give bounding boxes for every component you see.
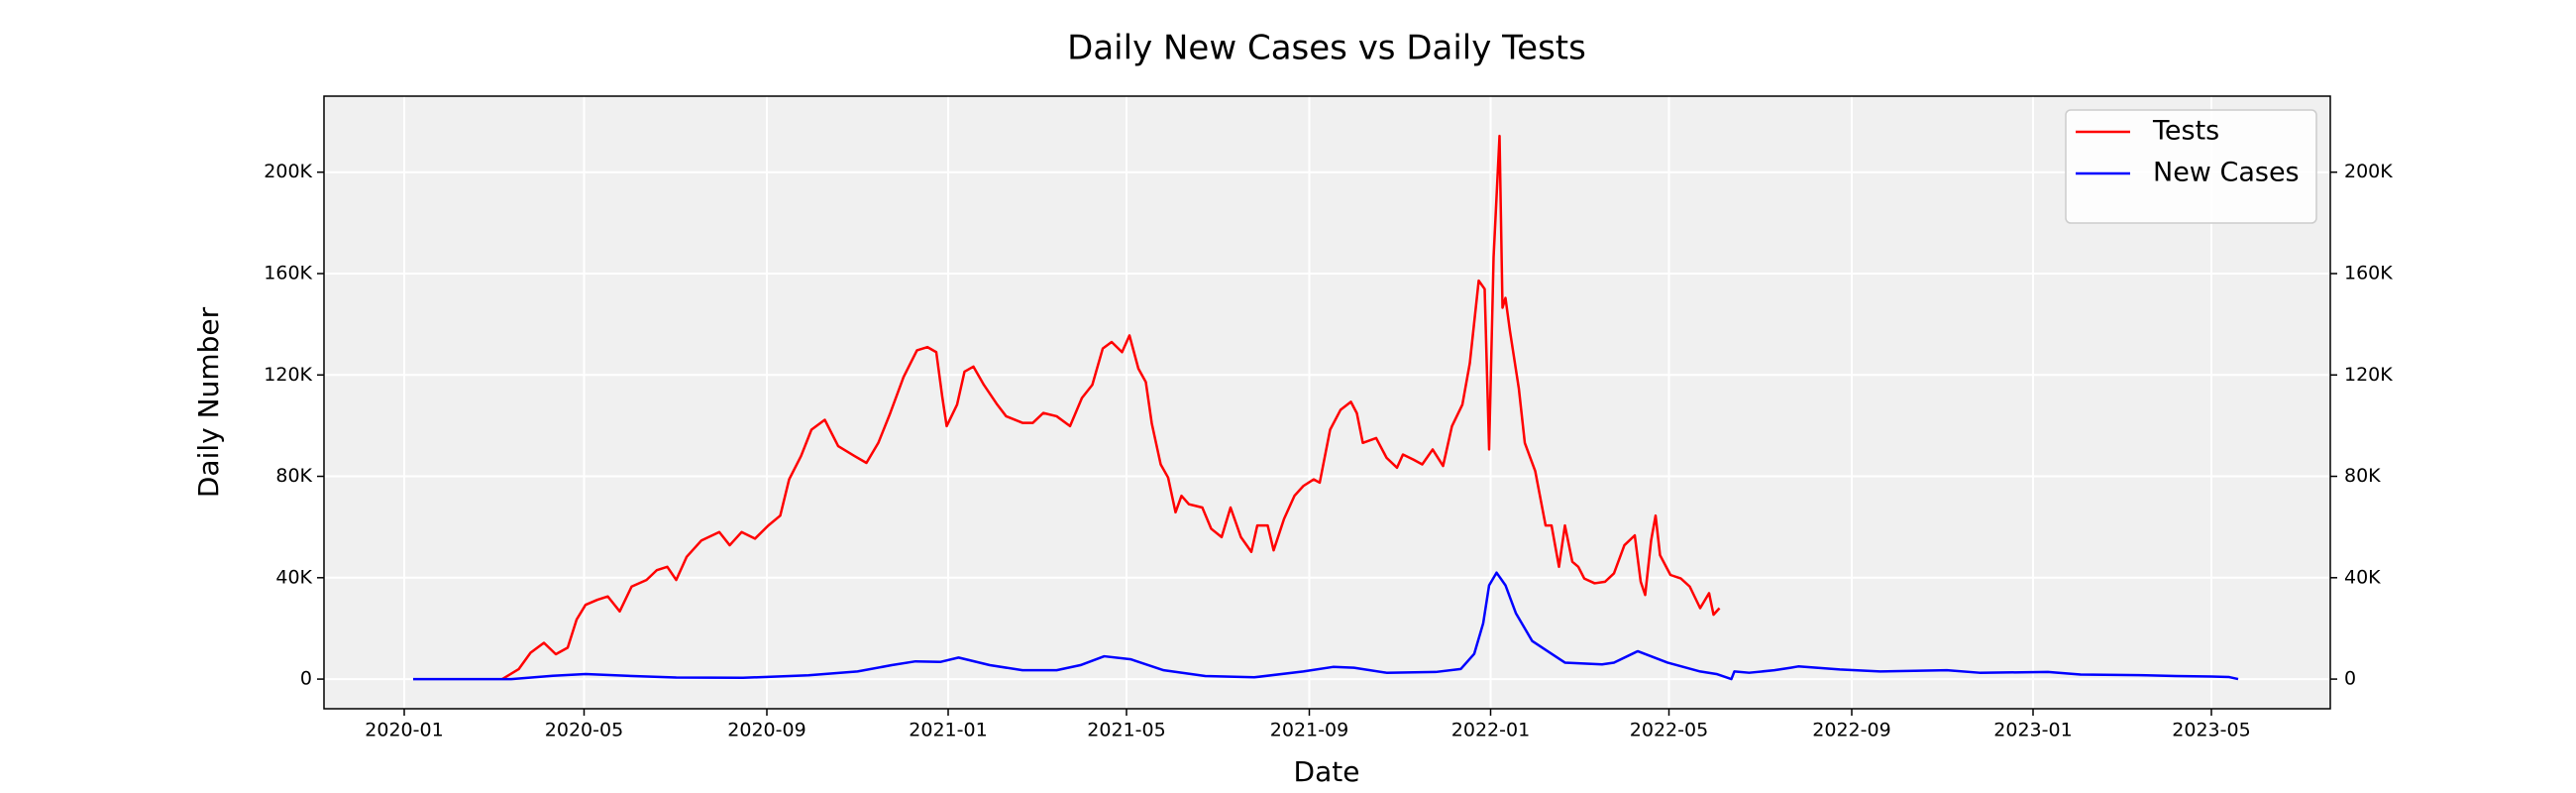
x-tick-label: 2022-01 bbox=[1451, 720, 1530, 741]
y-tick-label: 160K bbox=[264, 262, 312, 283]
y-axis-label: Daily Number bbox=[192, 306, 225, 498]
x-tick-label: 2021-01 bbox=[909, 720, 987, 741]
legend-box bbox=[2065, 109, 2317, 224]
y2-tick-label: 200K bbox=[2344, 161, 2393, 182]
y-tick-label: 200K bbox=[264, 161, 312, 182]
y2-tick-label: 40K bbox=[2344, 566, 2381, 588]
y2-tick-label: 120K bbox=[2344, 364, 2393, 386]
x-tick-label: 2023-05 bbox=[2172, 720, 2250, 741]
y-tick-label: 80K bbox=[275, 465, 312, 487]
y2-tick-label: 80K bbox=[2344, 465, 2381, 487]
y-tick-label: 0 bbox=[300, 668, 312, 690]
x-tick-label: 2023-01 bbox=[1993, 720, 2072, 741]
y2-tick-label: 0 bbox=[2344, 668, 2356, 690]
x-tick-label: 2022-09 bbox=[1812, 720, 1890, 741]
y2-tick-label: 160K bbox=[2344, 262, 2393, 283]
x-tick-label: 2021-05 bbox=[1087, 720, 1165, 741]
data-line bbox=[413, 571, 2239, 681]
plot-frame bbox=[323, 95, 2331, 710]
chart-title: Daily New Cases vs Daily Tests bbox=[1067, 29, 1586, 68]
x-tick-label: 2020-05 bbox=[545, 720, 623, 741]
x-tick-label: 2020-09 bbox=[727, 720, 805, 741]
legend-label: New Cases bbox=[2153, 158, 2300, 188]
x-tick-label: 2021-09 bbox=[1270, 720, 1348, 741]
plot-area bbox=[324, 96, 2330, 709]
data-line bbox=[501, 134, 1721, 681]
y-tick-label: 40K bbox=[275, 566, 312, 588]
y-tick-label: 120K bbox=[264, 364, 312, 386]
x-axis-label: Date bbox=[1294, 755, 1360, 788]
x-tick-label: 2022-05 bbox=[1630, 720, 1708, 741]
legend-label: Tests bbox=[2152, 116, 2219, 147]
x-tick-label: 2020-01 bbox=[365, 720, 443, 741]
